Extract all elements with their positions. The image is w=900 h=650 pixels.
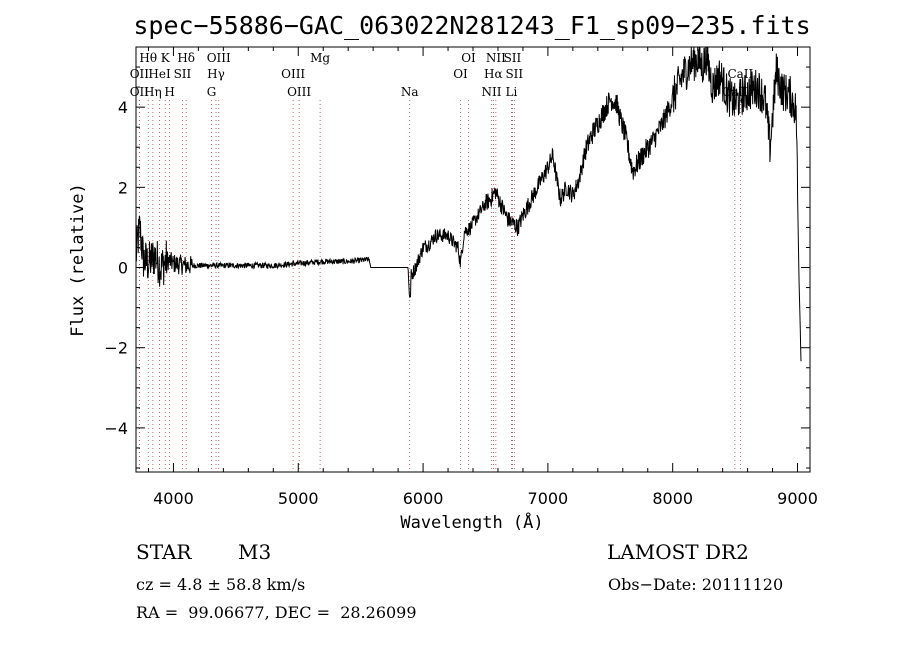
spectral-line-label: Hγ [207,67,225,81]
x-tick-label: 6000 [403,489,444,508]
spectral-line-label: SII [174,67,192,81]
y-tick-label: 4 [118,98,128,117]
spectral-line-label: NII [486,51,506,65]
redshift-label: cz = 4.8 ± 58.8 km/s [136,575,306,594]
spectrum-series-line [135,46,802,362]
spectral-line-label: HeI [148,67,171,81]
spectral-line-label: CaII [727,67,753,81]
spectral-line-label: SII [505,67,523,81]
spectral-line-label: K [161,51,171,65]
survey-label: LAMOST DR2 [607,540,749,564]
spectral-line-label: OII [130,85,150,99]
spectral-line-label: SII [504,51,522,65]
y-tick-label: −2 [104,339,128,358]
subclass-label: M3 [238,540,272,564]
spectral-line-label: Hα [484,67,503,81]
plot-frame [135,46,811,473]
spectral-line-label: NII [481,85,501,99]
y-tick-label: −4 [104,419,128,438]
spectral-line-label: G [207,85,217,99]
spectral-line-label: Li [506,85,518,99]
y-tick-label: 0 [118,259,128,278]
x-axis-label: Wavelength (Å) [400,511,543,533]
x-tick-label: 9000 [777,489,818,508]
object-type-label: STAR [136,540,192,564]
chart-title: spec−55886−GAC_063022N281243_F1_sp09−235… [133,11,810,40]
x-tick-label: 7000 [528,489,569,508]
x-axis-ticks: 4000 5000 6000 7000 8000 9000 [147,47,818,508]
spectral-line-label: OI [453,67,468,81]
spectral-line-label: Hη [144,85,162,99]
x-tick-label: 8000 [652,489,693,508]
spectral-line-label: H [164,85,174,99]
spectral-line-label: OIII [207,51,231,65]
spectral-line-label: Hθ [139,51,157,65]
spectral-line-label: Hδ [177,51,195,65]
spectral-line-label: OIII [281,67,305,81]
spectral-line-label: Mg [310,51,330,65]
obs-date-label: Obs−Date: 20111120 [608,575,784,594]
spectral-line-label: Na [401,85,419,99]
y-axis-label: Flux (relative) [68,183,88,337]
x-tick-label: 5000 [278,489,319,508]
x-tick-label: 4000 [153,489,194,508]
spectral-line-label: OI [461,51,476,65]
y-tick-label: 2 [118,178,128,197]
spectral-line-label: OIII [287,85,311,99]
y-axis-ticks: 4 2 0 −2 −4 [104,66,810,469]
spectral-line-label: OII [130,67,150,81]
coordinates-label: RA = 99.06677, DEC = 28.26099 [136,603,417,622]
